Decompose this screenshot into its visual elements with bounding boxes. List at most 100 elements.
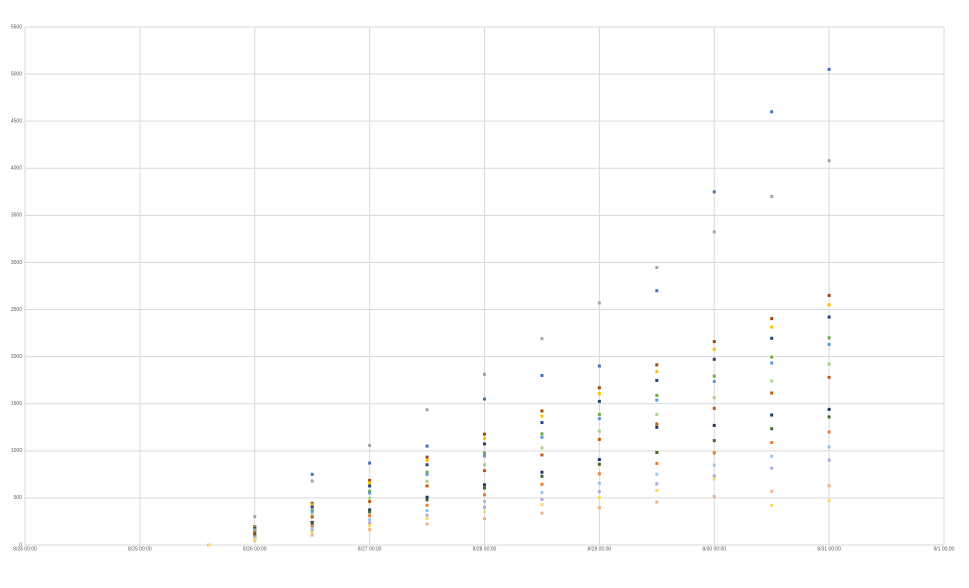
data-point <box>597 472 601 476</box>
data-point <box>655 398 659 402</box>
data-point <box>483 483 486 487</box>
data-point <box>425 463 429 467</box>
data-point <box>827 67 831 71</box>
data-point <box>655 461 659 465</box>
data-point <box>712 357 716 361</box>
data-point <box>770 355 774 359</box>
data-point <box>368 524 372 528</box>
data-point <box>827 159 831 163</box>
data-point <box>540 453 544 457</box>
data-point <box>540 503 544 507</box>
data-point <box>655 500 659 504</box>
data-point <box>540 421 544 425</box>
data-point <box>540 432 544 436</box>
y-tick-label: 1500 <box>11 401 22 407</box>
data-point <box>655 370 659 374</box>
x-tick-label: 8/24 00:00 <box>13 546 37 552</box>
data-point <box>827 458 831 462</box>
data-point <box>483 469 486 473</box>
data-point <box>597 412 601 416</box>
data-point <box>253 515 257 519</box>
y-tick-label: 1000 <box>11 448 22 454</box>
data-point <box>712 374 716 378</box>
data-point <box>827 303 831 307</box>
y-tick-label: 3000 <box>11 260 22 266</box>
data-point <box>483 505 486 509</box>
data-point <box>425 503 429 507</box>
x-tick-label: 8/25 00:00 <box>128 546 152 552</box>
data-point <box>597 429 601 433</box>
y-tick-label: 4000 <box>11 166 22 172</box>
data-point <box>310 533 314 537</box>
data-point <box>770 441 774 445</box>
data-point <box>655 363 659 367</box>
data-point <box>368 500 372 504</box>
data-point <box>770 379 774 383</box>
data-point <box>483 442 486 446</box>
data-point <box>425 470 429 474</box>
data-point <box>425 444 429 448</box>
y-tick-label: 5500 <box>11 24 22 30</box>
data-point <box>712 190 716 194</box>
data-point <box>540 490 544 494</box>
data-point <box>827 375 831 379</box>
data-point <box>712 230 716 234</box>
data-point <box>483 463 486 467</box>
data-point <box>597 496 601 500</box>
data-point <box>770 336 774 340</box>
data-point <box>712 396 716 400</box>
data-point <box>310 501 314 505</box>
data-point <box>368 508 372 512</box>
data-point <box>597 386 601 390</box>
data-point <box>368 528 372 532</box>
data-point <box>310 479 314 483</box>
data-point <box>770 194 774 198</box>
data-point <box>425 472 429 476</box>
data-point <box>253 537 257 541</box>
data-point <box>368 496 372 500</box>
y-tick-label: 4500 <box>11 119 22 125</box>
data-point <box>770 454 774 458</box>
data-point <box>827 430 831 434</box>
data-point <box>770 110 774 114</box>
x-tick-label: 8/26 00:00 <box>243 546 267 552</box>
data-point <box>253 528 257 532</box>
data-point <box>770 317 774 321</box>
data-point <box>207 543 211 547</box>
data-point <box>310 529 314 533</box>
data-point <box>425 455 429 459</box>
data-point <box>483 432 486 436</box>
data-point <box>597 490 601 494</box>
data-point <box>425 516 429 520</box>
data-point <box>540 470 544 474</box>
data-point <box>597 399 601 403</box>
data-point <box>425 458 429 462</box>
data-point <box>597 437 601 441</box>
data-point <box>597 481 601 485</box>
data-point <box>368 510 372 514</box>
data-point <box>368 481 372 485</box>
data-point <box>770 466 774 470</box>
data-point <box>425 479 429 483</box>
data-point <box>540 373 544 377</box>
data-point <box>483 451 486 455</box>
data-point <box>425 484 429 488</box>
data-point <box>253 526 257 530</box>
data-point <box>655 412 659 416</box>
data-point <box>597 462 601 466</box>
data-point <box>655 378 659 382</box>
data-point <box>827 342 831 346</box>
data-point <box>597 392 601 396</box>
data-point <box>655 422 659 426</box>
data-point <box>655 472 659 476</box>
data-point <box>483 510 486 514</box>
y-tick-label: 3500 <box>11 213 22 219</box>
data-point <box>540 409 544 413</box>
data-point <box>310 527 314 531</box>
x-tick-label: 8/29 00:00 <box>588 546 612 552</box>
data-point <box>597 506 601 510</box>
data-point <box>827 499 831 503</box>
data-point <box>368 521 372 525</box>
data-point <box>540 482 544 486</box>
x-tick-label: 9/1 00:00 <box>934 546 955 552</box>
